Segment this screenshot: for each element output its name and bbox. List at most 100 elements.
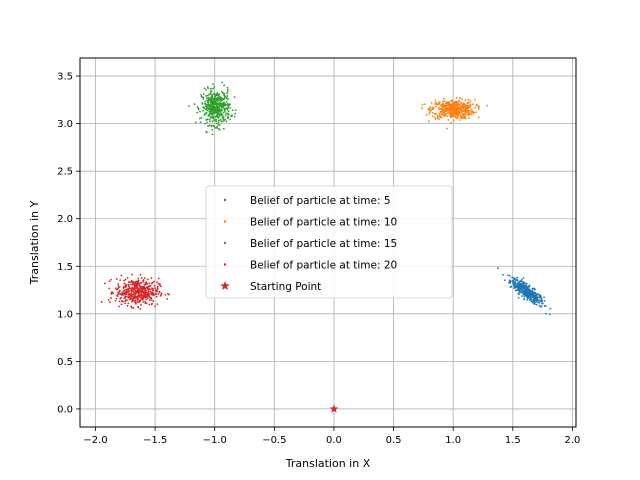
data-point [229,107,232,109]
data-point [431,115,434,118]
data-point [443,108,445,110]
data-point [124,286,127,289]
data-point [518,283,520,286]
data-point [431,111,434,114]
data-point [519,280,522,283]
data-point [452,112,455,115]
data-point [108,280,111,283]
data-point [431,106,434,109]
data-point [224,103,227,106]
data-point [472,103,474,105]
data-point [150,277,153,279]
data-point [540,298,543,300]
axis-ticks: −2.0 −1.5 −1.0 −0.5 0.0 0.5 1.0 1.5 2.0 0.0 0.5 1.0… [57,72,580,446]
series-3 [188,81,237,136]
x-tick-label: 0.0 [326,435,342,446]
data-point [535,293,538,295]
data-point [209,99,212,102]
data-point [147,290,150,293]
data-point [534,292,537,294]
data-point [539,299,542,302]
data-point [128,290,131,293]
data-point [528,293,530,296]
data-point [133,284,136,287]
data-point [225,120,228,123]
data-point [449,106,451,109]
data-point [431,108,434,111]
data-point [152,294,155,297]
data-point [537,301,539,304]
data-point [144,281,147,284]
x-tick-label: 2.0 [564,435,580,446]
data-point [516,279,519,282]
data-point [536,296,539,299]
series-1 [497,267,552,316]
data-point [150,297,153,299]
data-point [433,113,436,115]
data-point [118,286,121,288]
data-point [145,289,147,292]
data-point [117,287,120,289]
data-point [464,113,467,116]
data-point [452,119,455,122]
data-point [543,296,546,299]
data-point [428,109,431,112]
data-point [464,111,467,113]
data-point [533,294,536,297]
data-point [215,122,218,125]
data-point [469,103,472,106]
data-point [148,282,151,285]
data-point [442,106,445,109]
x-tick-label: 1.5 [505,435,521,446]
data-point [124,278,127,281]
data-point [143,288,146,290]
data-point [211,133,214,136]
series-4 [100,273,170,310]
data-point [439,115,442,118]
data-point [108,287,111,290]
data-point [462,105,465,108]
data-point [445,108,448,111]
data-point [129,283,132,286]
data-point [508,279,511,282]
data-point [209,105,212,108]
data-point [196,106,199,108]
data-point [222,127,225,130]
data-point [223,84,226,87]
data-point [210,97,213,100]
data-point [219,108,222,111]
legend-box [205,185,453,299]
data-point [446,112,449,115]
data-point [210,102,213,105]
data-point [227,110,230,113]
data-point [210,87,212,90]
data-point [124,302,127,305]
data-point [528,284,531,287]
data-point [125,288,128,291]
data-point [225,96,228,99]
x-axis-label: Translation in X [285,457,371,470]
data-point [520,289,523,292]
data-point [208,124,211,127]
data-point [441,111,444,114]
data-point [135,302,137,305]
y-tick-label: 1.0 [57,309,73,320]
plot-frame [79,57,577,428]
data-point [211,106,213,109]
data-point [156,288,159,291]
data-point [142,279,145,282]
data-point [218,97,221,100]
data-point [209,120,211,123]
data-point [215,111,218,113]
data-point [514,278,517,280]
data-point [211,128,214,131]
data-point [148,295,151,298]
data-point [486,104,488,107]
data-point [128,295,130,298]
data-point [548,313,551,316]
data-point [434,99,437,102]
data-point [146,278,149,281]
data-point [459,117,462,119]
data-point [445,102,447,105]
